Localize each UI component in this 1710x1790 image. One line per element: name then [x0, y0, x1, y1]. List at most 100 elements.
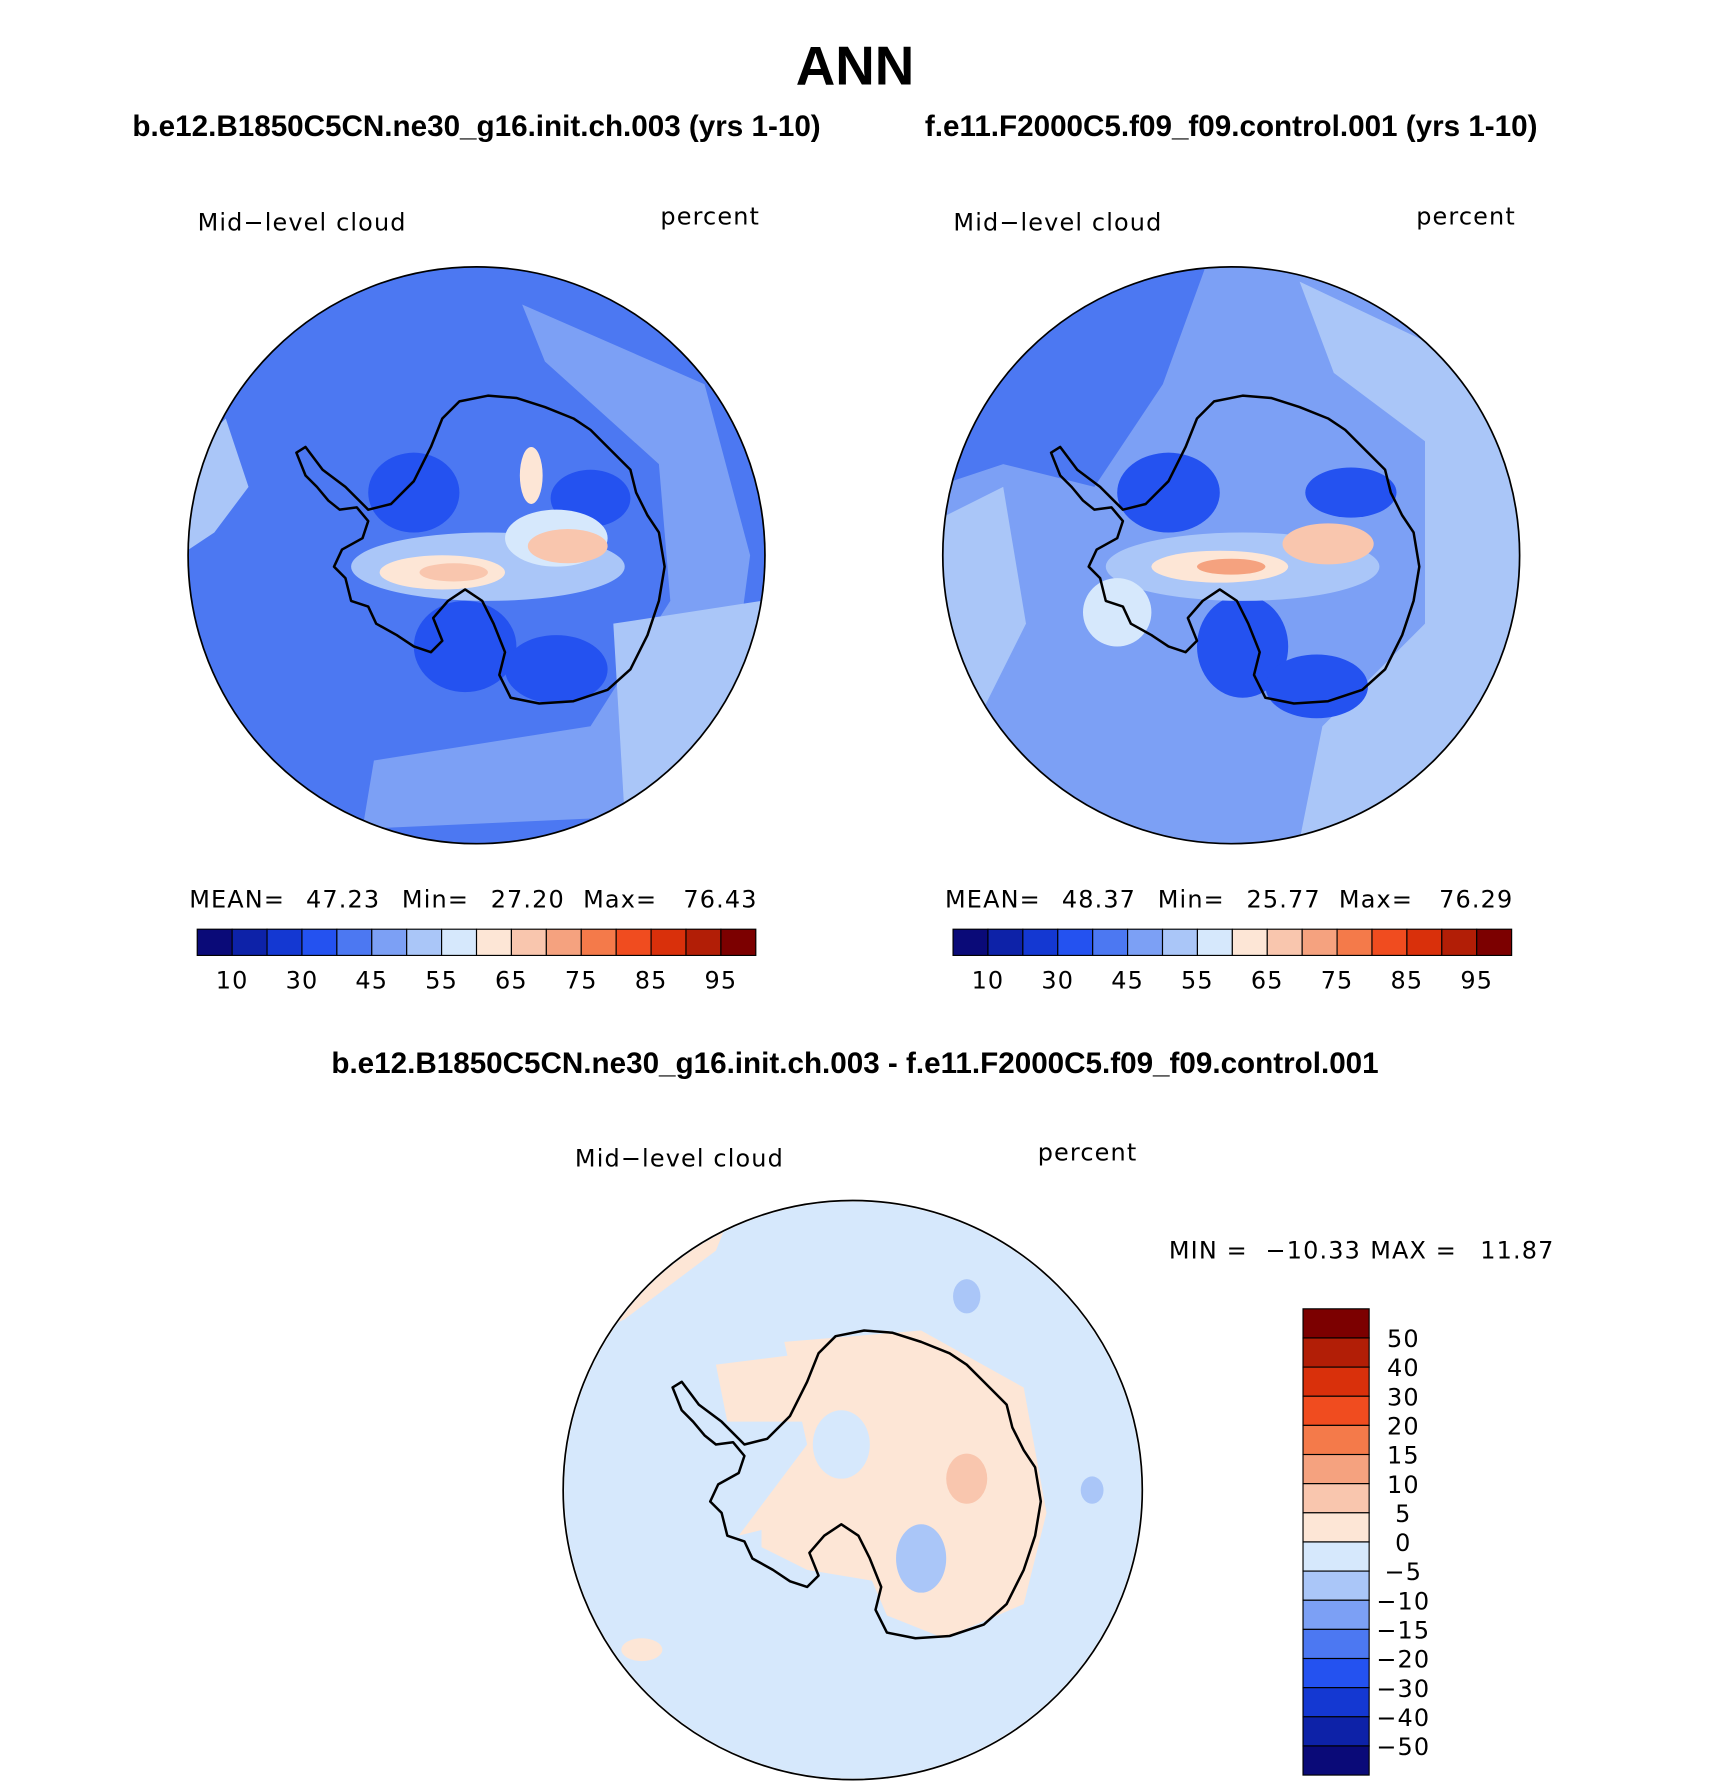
stat-value: −10.33 [1266, 1237, 1361, 1265]
units-label: percent [660, 203, 760, 231]
colorbar-label: 20 [1387, 1413, 1420, 1441]
colorbar-box [1302, 1483, 1370, 1514]
colorbar-label: 55 [425, 966, 458, 994]
colorbar-label: 65 [495, 966, 528, 994]
colorbar-box [1302, 1570, 1370, 1601]
colorbar-box [1302, 1628, 1370, 1660]
colorbar-box [1476, 928, 1513, 956]
colorbar: 10 30 45 55 65 75 85 95 [196, 928, 757, 994]
stat-value: 76.29 [1439, 886, 1513, 914]
stat-label: Max= [1339, 886, 1413, 914]
colorbar-box [1302, 1657, 1370, 1689]
colorbar-box [1302, 1395, 1370, 1426]
colorbar-label: 45 [1111, 966, 1144, 994]
colorbar-label: 0 [1395, 1529, 1411, 1557]
colorbar-box [1196, 928, 1233, 956]
stat-label: Min= [402, 886, 469, 914]
colorbar-box [650, 928, 687, 956]
stat-label: MEAN= [189, 886, 285, 914]
colorbar-label: 10 [1387, 1471, 1420, 1499]
colorbar-label: 75 [1321, 966, 1354, 994]
colorbar-box [336, 928, 373, 956]
colorbar-box [1336, 928, 1373, 956]
colorbar-box [1302, 1541, 1370, 1572]
colorbar-box [545, 928, 582, 956]
case-title: f.e11.F2000C5.f09_f09.control.001 (yrs 1… [925, 110, 1538, 143]
colorbar-label: 30 [1387, 1383, 1420, 1411]
colorbar-label: −20 [1376, 1646, 1430, 1674]
colorbar-box [1127, 928, 1164, 956]
colorbar-box [1302, 1745, 1370, 1776]
map [562, 1199, 1144, 1781]
variable-label: Mid−level cloud [198, 208, 407, 236]
map [941, 266, 1521, 845]
stat-value: 48.37 [1062, 886, 1136, 914]
colorbar-label: −10 [1376, 1587, 1430, 1615]
colorbar-label: 45 [355, 966, 388, 994]
colorbar-box [266, 928, 303, 956]
stat-value: 27.20 [491, 886, 565, 914]
colorbar-label: 85 [1391, 966, 1424, 994]
colorbar-box [1302, 1424, 1370, 1456]
units-label: percent [1416, 203, 1516, 231]
colorbar-box [1302, 1687, 1370, 1718]
colorbar-box [406, 928, 443, 956]
colorbar-box [1092, 928, 1129, 956]
colorbar-label: 10 [972, 966, 1005, 994]
colorbar-box [196, 928, 233, 956]
stats: MEAN= 48.37 Min= 25.77 Max= 76.29 [945, 886, 1513, 914]
stat-label: Max= [583, 886, 657, 914]
colorbar-box [1302, 1366, 1370, 1397]
colorbar-label: 10 [216, 966, 249, 994]
colorbar-label: −50 [1376, 1733, 1430, 1761]
colorbar-label: −5 [1385, 1558, 1423, 1586]
colorbar-box [301, 928, 338, 956]
stat-value: 25.77 [1247, 886, 1321, 914]
colorbar-box [1022, 928, 1059, 956]
colorbar-label: 85 [635, 966, 668, 994]
difference-title: b.e12.B1850C5CN.ne30_g16.init.ch.003 - f… [331, 1047, 1378, 1080]
colorbar-box [1302, 1337, 1370, 1368]
colorbar-label: −30 [1376, 1675, 1430, 1703]
colorbar-box [231, 928, 268, 956]
panel: f.e11.F2000C5.f09_f09.control.001 (yrs 1… [925, 110, 1538, 995]
colorbar-label: −40 [1376, 1704, 1430, 1732]
colorbar-box [720, 928, 757, 956]
colorbar-label: 15 [1387, 1442, 1420, 1470]
stat-value: 47.23 [306, 886, 380, 914]
colorbar-label: 75 [565, 966, 598, 994]
colorbar-label: 30 [1041, 966, 1074, 994]
variable-label: Mid−level cloud [575, 1144, 784, 1172]
colorbar-box [615, 928, 652, 956]
colorbar-label: −15 [1376, 1616, 1430, 1644]
difference-panel: b.e12.B1850C5CN.ne30_g16.init.ch.003 - f… [331, 1047, 1554, 1781]
colorbar-box [1161, 928, 1198, 956]
colorbar: 10 30 45 55 65 75 85 95 [952, 928, 1513, 994]
colorbar-box [1231, 928, 1268, 956]
colorbar-box [371, 928, 408, 956]
case-title: b.e12.B1850C5CN.ne30_g16.init.ch.003 (yr… [132, 110, 820, 143]
colorbar-box [952, 928, 989, 956]
map [187, 266, 766, 845]
colorbar-box [685, 928, 722, 956]
units-label: percent [1038, 1139, 1138, 1167]
colorbar-label: 30 [286, 966, 319, 994]
colorbar-box [1301, 928, 1338, 956]
colorbar-label: 50 [1387, 1325, 1420, 1353]
colorbar-box [1371, 928, 1408, 956]
colorbar-box [580, 928, 617, 956]
colorbar-label: 5 [1395, 1500, 1411, 1528]
colorbar-box [510, 928, 547, 956]
colorbar-label: 55 [1181, 966, 1214, 994]
stat-value: 11.87 [1480, 1237, 1554, 1265]
figure-title: ANN [796, 34, 915, 96]
colorbar-label: 95 [705, 966, 738, 994]
colorbar-box [987, 928, 1024, 956]
colorbar-box [1057, 928, 1094, 956]
stat-label: MEAN= [945, 886, 1041, 914]
colorbar-box [1302, 1512, 1370, 1543]
colorbar-label: 40 [1387, 1354, 1420, 1382]
stat-label: Min= [1158, 886, 1225, 914]
